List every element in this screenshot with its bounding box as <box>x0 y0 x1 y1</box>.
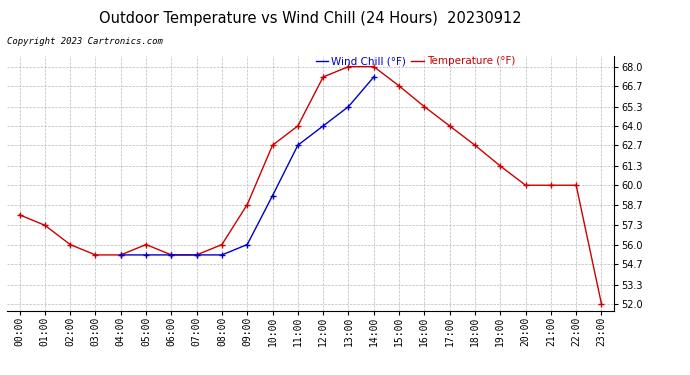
Text: Copyright 2023 Cartronics.com: Copyright 2023 Cartronics.com <box>7 38 163 46</box>
Text: Outdoor Temperature vs Wind Chill (24 Hours)  20230912: Outdoor Temperature vs Wind Chill (24 Ho… <box>99 11 522 26</box>
Legend: Wind Chill (°F), Temperature (°F): Wind Chill (°F), Temperature (°F) <box>316 56 515 66</box>
